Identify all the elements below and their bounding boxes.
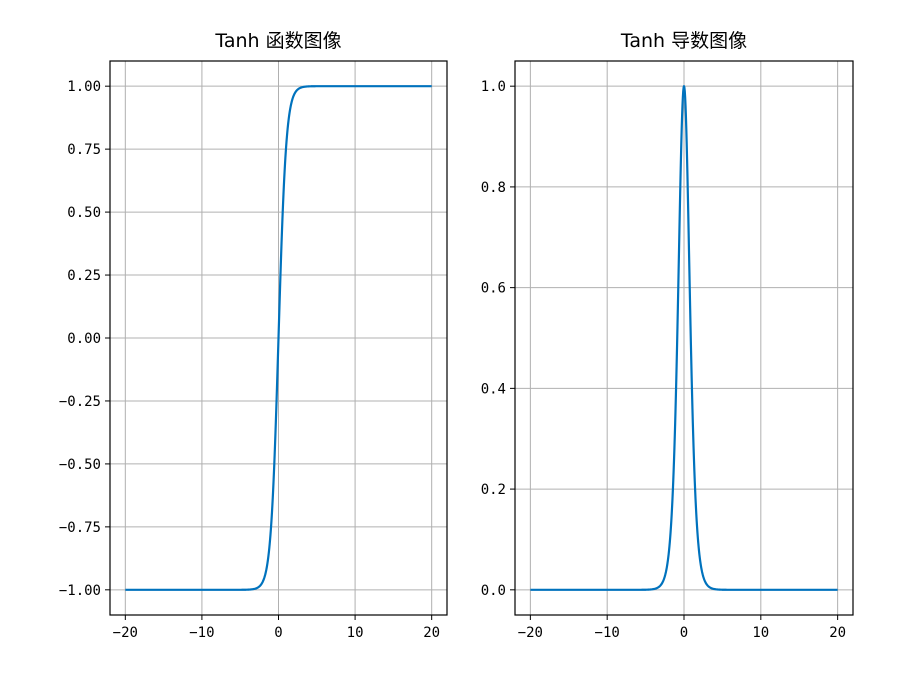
x-tick-label: 10 (347, 625, 364, 641)
x-tick-label: 10 (752, 625, 769, 641)
y-tick-label: 1.00 (67, 79, 101, 95)
y-tick-label: −0.25 (59, 394, 101, 410)
panel-2: −20 −10 0 10 20 1.0 0.8 0.6 0.4 0.2 0.0 Tanh 导数图像 (481, 30, 854, 641)
x-tick-label: 20 (423, 625, 440, 641)
series-line (529, 85, 839, 591)
y-tick-label: 0.0 (481, 583, 506, 599)
panel-1: −20 −10 0 10 20 1.00 0.75 0.50 0.25 0.00 −0.25 −0.5… (59, 30, 448, 641)
y-tick-label: 1.0 (481, 79, 506, 95)
y-tick-label: 0.50 (67, 205, 101, 221)
x-tick-label: −10 (595, 625, 620, 641)
y-tick-label: 0.6 (481, 281, 506, 297)
y-tick-label: 0.25 (67, 268, 101, 284)
y-tick-label: −0.50 (59, 457, 101, 473)
x-tick-label: −20 (113, 625, 138, 641)
chart-title: Tanh 函数图像 (214, 30, 341, 52)
x-tick-label: 0 (680, 625, 688, 641)
x-tick-label: 0 (274, 625, 282, 641)
series-line (124, 85, 433, 591)
y-tick-label: 0.8 (481, 180, 506, 196)
y-tick-label: 0.4 (481, 381, 506, 397)
y-tick-label: −1.00 (59, 583, 101, 599)
x-tick-label: 20 (829, 625, 846, 641)
chart-title: Tanh 导数图像 (620, 30, 747, 52)
y-tick-label: 0.00 (67, 331, 101, 347)
y-tick-label: 0.75 (67, 142, 101, 158)
x-tick-label: −10 (189, 625, 214, 641)
y-tick-label: −0.75 (59, 520, 101, 536)
y-tick-label: 0.2 (481, 482, 506, 498)
x-tick-label: −20 (518, 625, 543, 641)
